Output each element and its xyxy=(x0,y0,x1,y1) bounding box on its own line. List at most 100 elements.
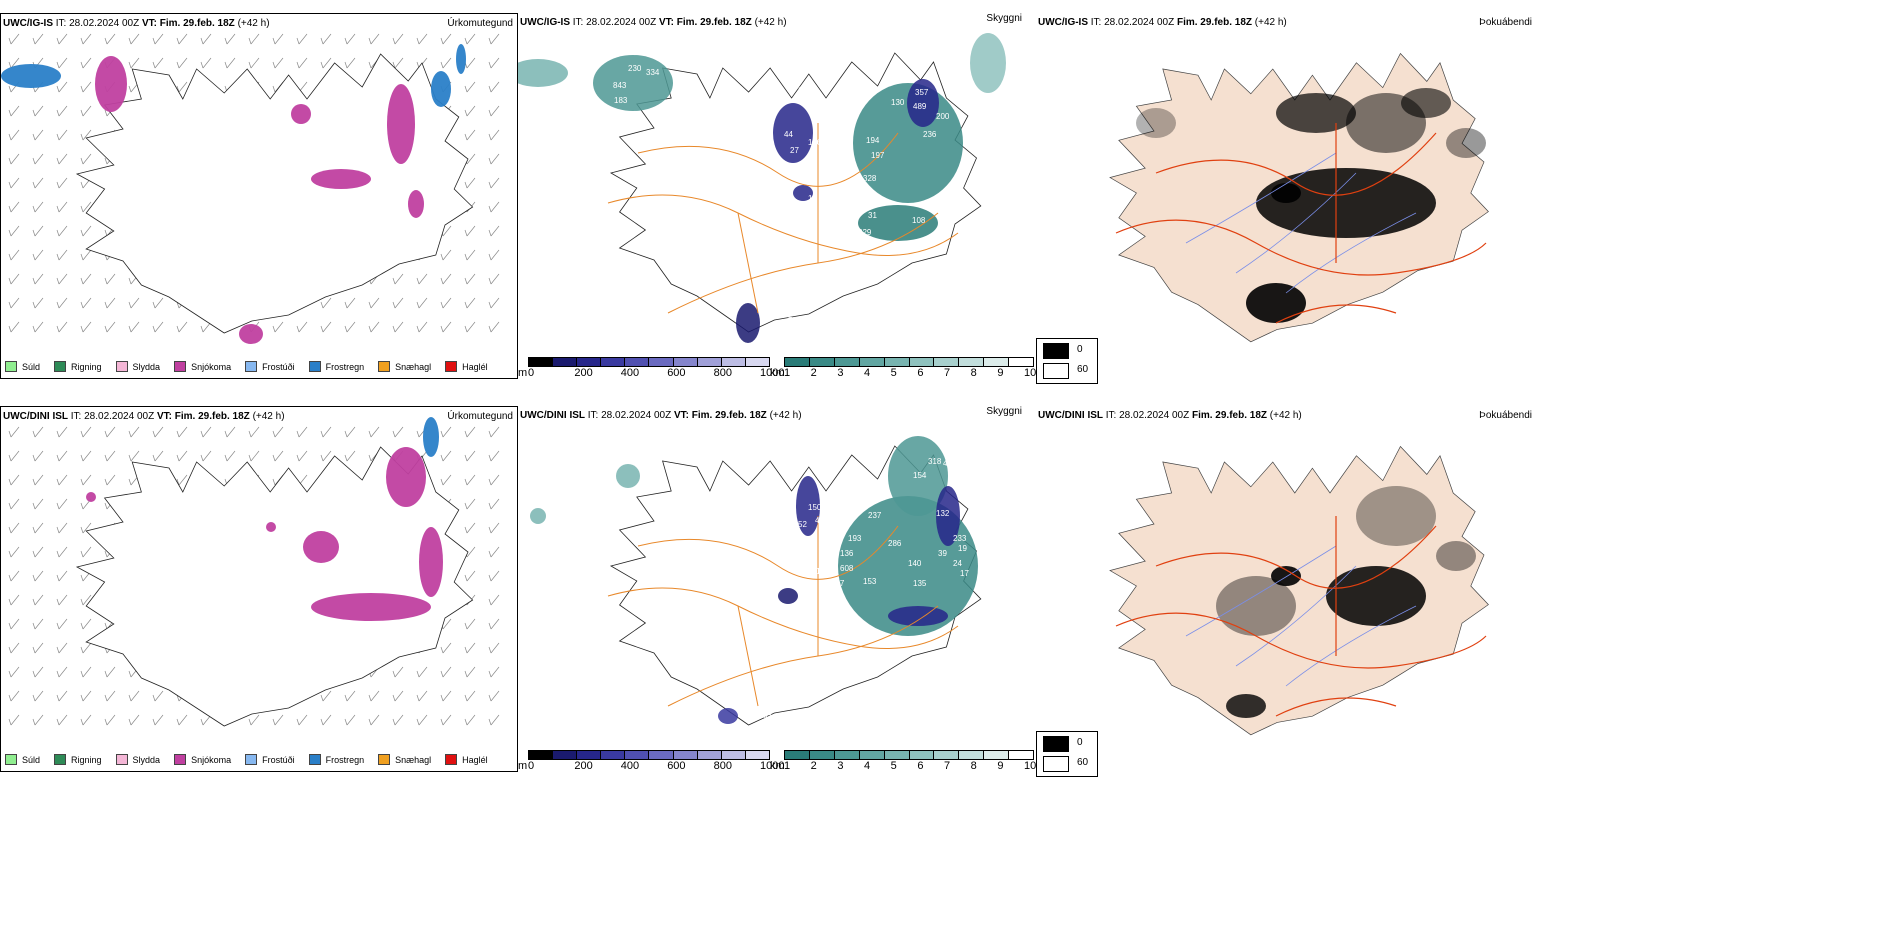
wind-barb xyxy=(440,474,452,486)
wind-barb xyxy=(80,129,92,141)
wind-barb xyxy=(32,522,44,534)
wind-barb xyxy=(488,273,500,285)
wind-barb xyxy=(80,57,92,69)
visibility-area xyxy=(736,303,760,343)
wind-barb xyxy=(32,153,44,165)
cloud-base-label: 130 xyxy=(891,98,905,107)
cloud-base-label: 24 xyxy=(953,559,962,568)
colorbar-swatches xyxy=(528,357,770,367)
legend-label: Frostregn xyxy=(325,361,365,372)
legend-swatch xyxy=(245,754,258,765)
wind-barb xyxy=(488,642,500,654)
wind-barb xyxy=(80,714,92,726)
colorbar-swatch xyxy=(1009,751,1034,759)
wind-barb xyxy=(32,570,44,582)
roads xyxy=(607,123,959,314)
wind-barb xyxy=(320,426,332,438)
colorbar-swatch xyxy=(859,358,885,366)
river xyxy=(1235,565,1357,667)
panel-header: UWC/IG-IS IT: 28.02.2024 00Z VT: Fim. 29… xyxy=(3,18,270,29)
cloud-base-label: 194 xyxy=(866,136,880,145)
legend-item: Frostúði xyxy=(245,754,295,765)
cloud-base-label: 237 xyxy=(868,511,882,520)
legend-label: Snjókoma xyxy=(191,361,232,372)
wind-barb xyxy=(56,522,68,534)
wind-barb xyxy=(56,714,68,726)
visibility-area xyxy=(793,185,813,201)
cloud-base-label: 31 xyxy=(868,211,877,220)
legend-label: Slydda xyxy=(132,361,161,372)
wind-barb xyxy=(56,129,68,141)
colorbar-swatch xyxy=(785,358,810,366)
precip-map-bottom xyxy=(8,417,500,727)
colorbar-swatches xyxy=(784,750,1034,760)
colorbar-tick: 7 xyxy=(944,760,951,772)
road xyxy=(1155,525,1437,589)
wind-barb xyxy=(464,642,476,654)
wind-barb xyxy=(128,33,140,45)
precip-area xyxy=(386,447,426,507)
colorbar-swatch xyxy=(721,358,746,366)
colorbar-swatch xyxy=(673,358,698,366)
wind-barb xyxy=(440,321,452,333)
cloud-base-label: 19 xyxy=(958,544,967,553)
colorbar-tick: 8 xyxy=(970,367,977,379)
wind-barb xyxy=(8,321,20,333)
legend-label: Haglél xyxy=(462,754,488,765)
cloud-base-label: 230 xyxy=(628,64,642,73)
precip-map-top xyxy=(1,33,500,344)
wind-barb xyxy=(56,249,68,261)
legend-swatch xyxy=(445,361,458,372)
precip-area xyxy=(311,593,431,621)
wind-barb xyxy=(464,249,476,261)
cloud-base-label: 357 xyxy=(915,88,929,97)
colorbar-tick: 8 xyxy=(970,760,977,772)
fog-area xyxy=(1271,183,1301,203)
wind-barb xyxy=(32,33,44,45)
wind-barb xyxy=(392,714,404,726)
wind-barb xyxy=(80,201,92,213)
visibility-areas xyxy=(518,33,1006,343)
wind-barb xyxy=(32,105,44,117)
wind-barb xyxy=(488,177,500,189)
legend-swatch xyxy=(378,361,391,372)
wind-barb xyxy=(440,57,452,69)
precip-area xyxy=(423,417,439,457)
wind-barb xyxy=(296,321,308,333)
legend-swatch xyxy=(174,754,187,765)
wind-barb xyxy=(32,225,44,237)
legend-item: Haglél xyxy=(445,361,488,372)
wind-barb xyxy=(488,225,500,237)
wind-barb xyxy=(80,105,92,117)
colorbar-unit: km xyxy=(770,367,785,379)
colorbar-swatch xyxy=(884,358,910,366)
wind-barb xyxy=(416,714,428,726)
colorbar-swatch xyxy=(745,358,769,366)
wind-barb xyxy=(416,297,428,309)
colorbar-swatch xyxy=(785,751,810,759)
wind-barb xyxy=(56,666,68,678)
wind-barb xyxy=(488,618,500,630)
cloud-base-label: 197 xyxy=(871,151,885,160)
visibility-area xyxy=(858,205,938,241)
cloud-base-label: 286 xyxy=(888,539,902,548)
wind-barb xyxy=(344,426,356,438)
cloud-base-label: 52 xyxy=(798,520,807,529)
wind-barb xyxy=(392,666,404,678)
wind-barb xyxy=(488,321,500,333)
wind-barb xyxy=(8,714,20,726)
legend-item: Súld xyxy=(5,754,40,765)
wind-barb xyxy=(320,297,332,309)
legend-swatch xyxy=(54,361,67,372)
rivers xyxy=(1185,545,1417,687)
wind-barb xyxy=(32,546,44,558)
fog-value: 0 xyxy=(1077,737,1083,748)
wind-barb xyxy=(416,690,428,702)
wind-barb xyxy=(56,225,68,237)
wind-barb xyxy=(56,474,68,486)
wind-barb xyxy=(464,618,476,630)
colorbar-swatch xyxy=(809,751,835,759)
wind-barb xyxy=(488,546,500,558)
wind-barb xyxy=(80,33,92,45)
colorbar-swatch xyxy=(959,751,985,759)
